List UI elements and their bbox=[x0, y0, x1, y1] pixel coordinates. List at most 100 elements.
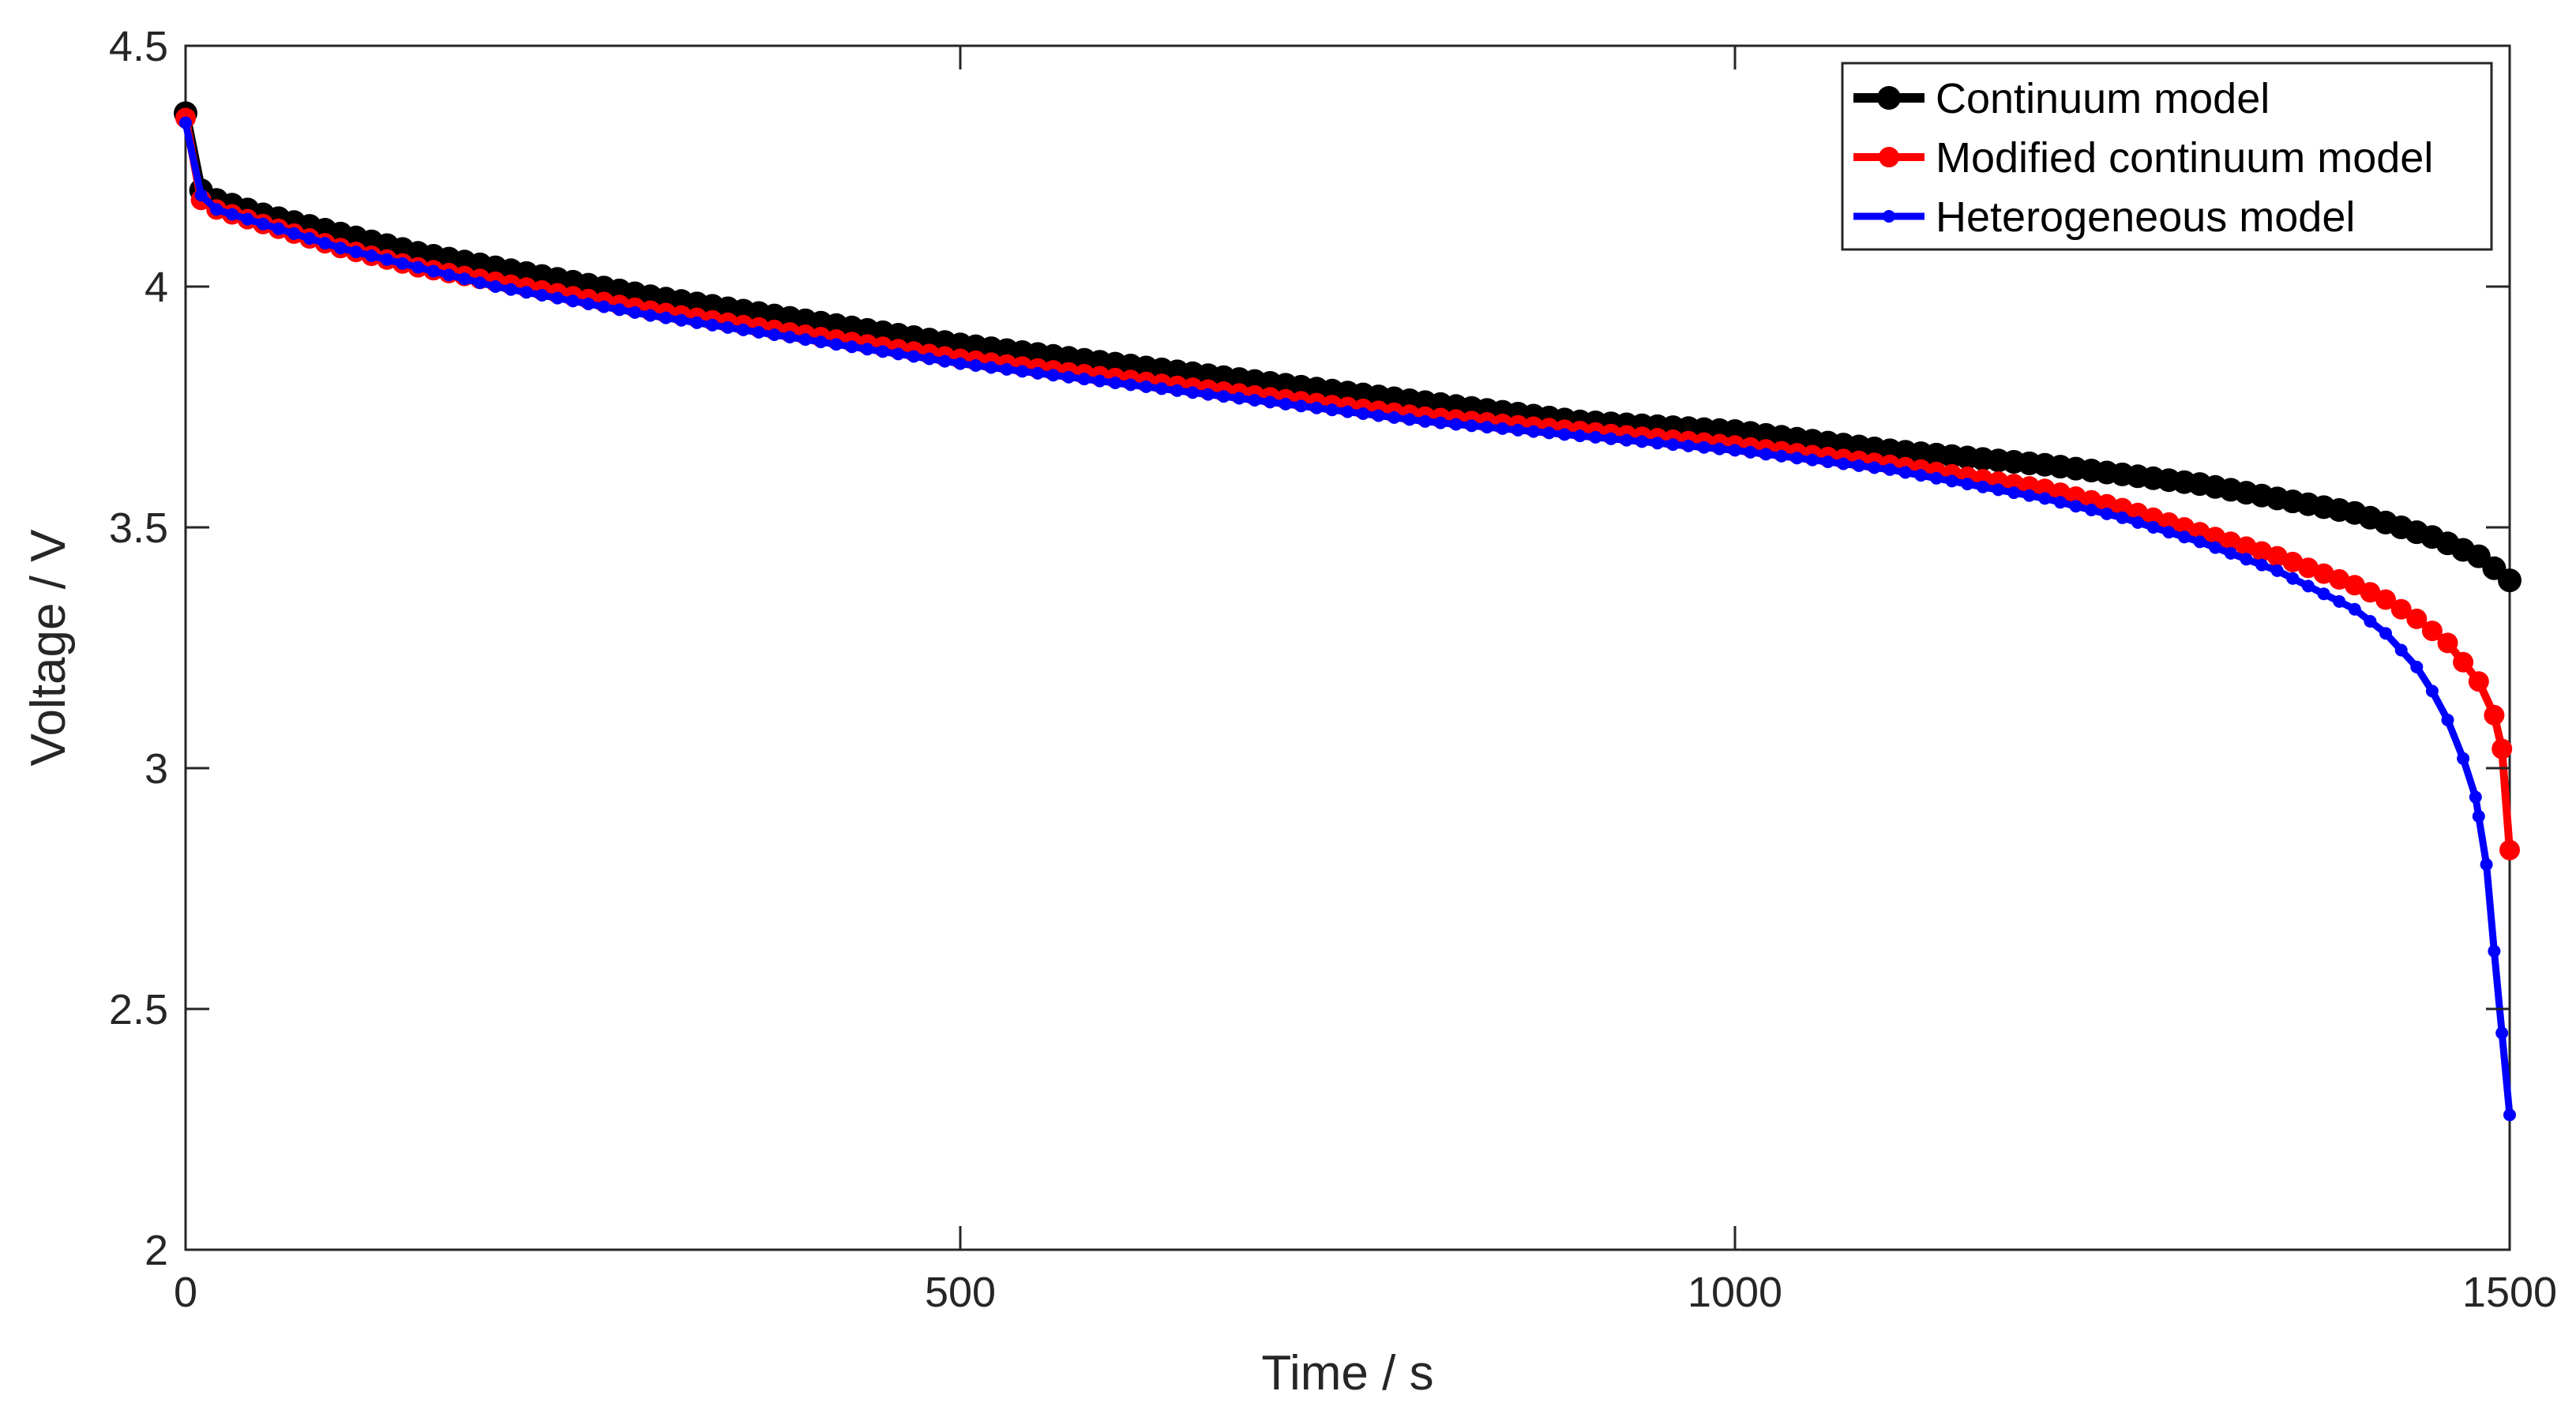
data-point bbox=[1418, 414, 1432, 428]
data-point bbox=[1186, 386, 1200, 399]
data-point bbox=[2178, 531, 2191, 544]
data-point bbox=[1496, 422, 1509, 435]
data-point bbox=[1511, 423, 1525, 437]
data-point bbox=[1853, 459, 1865, 472]
legend-item: Heterogeneous model bbox=[1853, 193, 2355, 241]
data-point bbox=[520, 286, 533, 299]
data-point bbox=[1264, 396, 1277, 409]
data-point bbox=[830, 338, 843, 351]
data-point bbox=[2100, 507, 2113, 520]
data-point bbox=[381, 253, 394, 266]
data-point bbox=[2317, 587, 2330, 601]
data-point bbox=[659, 311, 673, 324]
data-point bbox=[1294, 399, 1308, 413]
legend-swatch-marker bbox=[1877, 86, 1901, 110]
data-point bbox=[1930, 471, 1943, 485]
data-point bbox=[1170, 384, 1184, 397]
data-point bbox=[2406, 608, 2428, 629]
data-point bbox=[2364, 615, 2377, 628]
data-point bbox=[861, 343, 874, 356]
data-point bbox=[706, 318, 719, 332]
y-tick-label: 3.5 bbox=[109, 504, 168, 552]
data-point bbox=[2488, 944, 2501, 958]
data-point bbox=[1914, 469, 1928, 482]
data-point bbox=[1573, 429, 1587, 443]
x-tick-label: 0 bbox=[174, 1269, 197, 1316]
series-layer bbox=[174, 101, 2522, 1122]
data-point bbox=[2394, 643, 2408, 657]
data-point bbox=[752, 325, 765, 339]
data-point bbox=[2390, 598, 2412, 620]
data-point bbox=[613, 303, 626, 317]
data-point bbox=[257, 217, 270, 231]
data-point bbox=[334, 242, 347, 255]
data-point bbox=[1449, 418, 1463, 431]
data-point bbox=[1558, 428, 1572, 441]
data-point bbox=[272, 222, 285, 235]
data-point bbox=[876, 345, 889, 358]
data-point bbox=[303, 232, 316, 245]
data-point bbox=[2270, 564, 2284, 577]
data-point bbox=[1883, 463, 1897, 476]
data-point bbox=[1961, 478, 1974, 491]
data-point bbox=[2484, 704, 2505, 726]
y-axis-title: Voltage / V bbox=[21, 529, 76, 767]
data-point bbox=[1248, 394, 1261, 407]
data-point bbox=[644, 309, 657, 322]
data-point bbox=[1357, 407, 1370, 420]
data-point bbox=[2348, 602, 2361, 616]
data-point bbox=[2498, 568, 2522, 593]
data-point bbox=[1388, 411, 1401, 424]
data-point bbox=[1093, 374, 1106, 388]
legend-swatch-marker bbox=[1883, 210, 1895, 223]
legend-label: Continuum model bbox=[1936, 75, 2270, 122]
data-point bbox=[1310, 401, 1324, 414]
data-point bbox=[1062, 370, 1076, 384]
data-point bbox=[1372, 409, 1385, 422]
data-point bbox=[1403, 413, 1416, 426]
data-point bbox=[1109, 377, 1122, 389]
data-point bbox=[892, 347, 905, 361]
data-point bbox=[2069, 500, 2082, 513]
data-point bbox=[2209, 541, 2222, 554]
data-point bbox=[2236, 536, 2257, 557]
data-point bbox=[179, 116, 192, 129]
y-tick-label: 4.5 bbox=[109, 23, 168, 70]
data-point bbox=[2495, 1026, 2509, 1040]
data-point bbox=[2410, 660, 2424, 673]
x-tick-label: 500 bbox=[925, 1269, 996, 1316]
y-tick-label: 3 bbox=[145, 745, 168, 793]
data-point bbox=[597, 300, 610, 313]
data-point bbox=[2457, 752, 2470, 765]
data-point bbox=[473, 276, 486, 290]
data-point bbox=[1078, 373, 1091, 386]
data-point bbox=[2468, 671, 2489, 692]
data-point bbox=[1031, 366, 1045, 380]
data-point bbox=[1465, 419, 1478, 433]
data-point bbox=[2492, 738, 2513, 759]
x-tick-label: 1500 bbox=[2462, 1269, 2557, 1316]
data-point bbox=[1201, 388, 1215, 401]
data-point bbox=[2146, 521, 2160, 534]
data-point bbox=[954, 357, 967, 370]
data-point bbox=[2313, 563, 2334, 584]
data-point bbox=[1434, 416, 1448, 429]
data-point bbox=[1821, 456, 1834, 468]
data-point bbox=[1000, 362, 1013, 376]
data-point bbox=[318, 237, 332, 250]
data-point bbox=[969, 359, 982, 372]
legend-label: Heterogeneous model bbox=[1936, 193, 2355, 241]
data-point bbox=[938, 354, 952, 368]
data-point bbox=[2297, 557, 2319, 579]
data-point bbox=[2224, 546, 2237, 560]
data-point bbox=[1759, 448, 1773, 461]
data-point bbox=[1542, 426, 1556, 440]
data-point bbox=[1124, 378, 1137, 392]
data-point bbox=[2360, 582, 2381, 603]
data-point bbox=[2116, 511, 2129, 524]
data-point bbox=[411, 261, 425, 274]
legend: Continuum model Modified continuum model H… bbox=[1841, 62, 2493, 251]
data-point bbox=[674, 313, 688, 327]
data-point bbox=[2333, 594, 2346, 608]
data-point bbox=[2453, 651, 2474, 673]
